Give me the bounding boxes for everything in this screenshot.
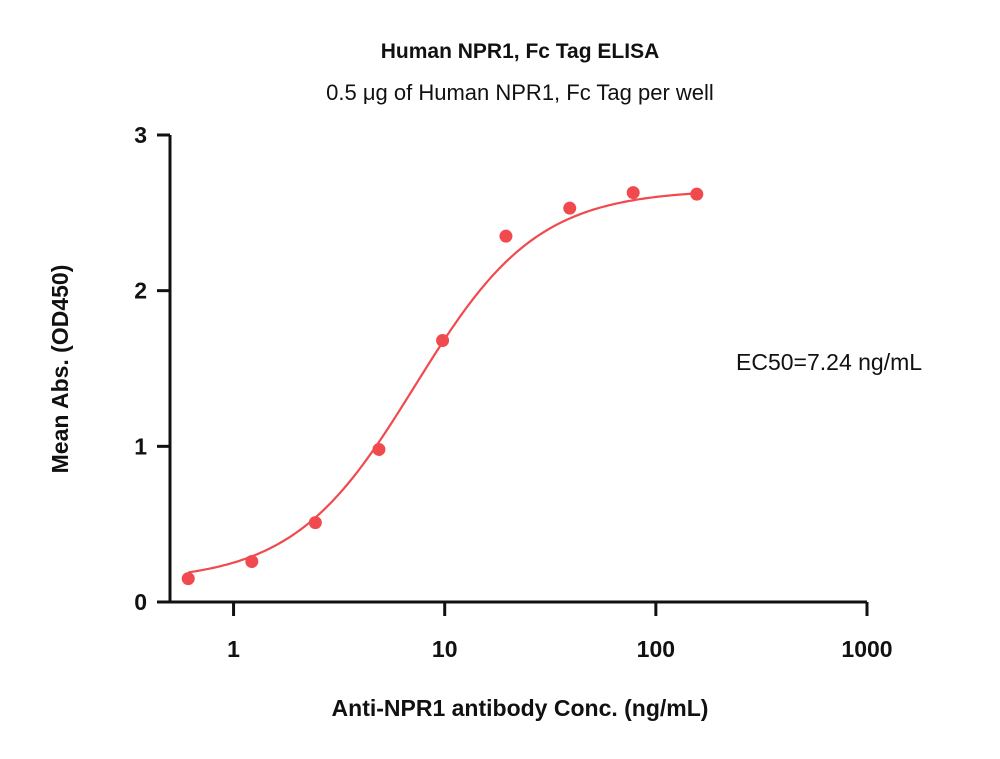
- ec50-annotation: EC50=7.24 ng/mL: [736, 349, 922, 375]
- axes: [168, 135, 867, 604]
- y-axis-title: Mean Abs. (OD450): [47, 265, 73, 474]
- data-point: [245, 555, 259, 569]
- y-tick-label: 3: [134, 122, 147, 148]
- x-ticks: 1 10 100 1000: [227, 602, 893, 662]
- x-tick-label: 10: [432, 636, 458, 662]
- data-point: [308, 516, 322, 530]
- y-tick-label: 0: [134, 589, 147, 615]
- x-tick-label: 1: [227, 636, 240, 662]
- data-point: [372, 442, 386, 456]
- y-ticks: 0 1 2 3: [134, 122, 170, 615]
- data-point: [626, 186, 640, 200]
- x-tick-label: 1000: [841, 636, 892, 662]
- x-axis-title: Anti-NPR1 antibody Conc. (ng/mL): [332, 695, 709, 721]
- fit-curve-layer: [188, 192, 697, 574]
- x-tick-label: 100: [637, 636, 675, 662]
- y-tick-label: 2: [134, 278, 147, 304]
- data-points-layer: [181, 186, 704, 586]
- data-point: [563, 201, 577, 215]
- data-point: [499, 229, 513, 243]
- plot-area: [181, 186, 704, 586]
- data-point: [181, 572, 195, 586]
- data-point: [436, 333, 450, 347]
- data-point: [690, 187, 704, 201]
- chart-subtitle: 0.5 μg of Human NPR1, Fc Tag per well: [326, 80, 714, 105]
- y-tick-label: 1: [134, 433, 147, 459]
- chart-title: Human NPR1, Fc Tag ELISA: [381, 40, 660, 63]
- fit-curve: [188, 192, 697, 574]
